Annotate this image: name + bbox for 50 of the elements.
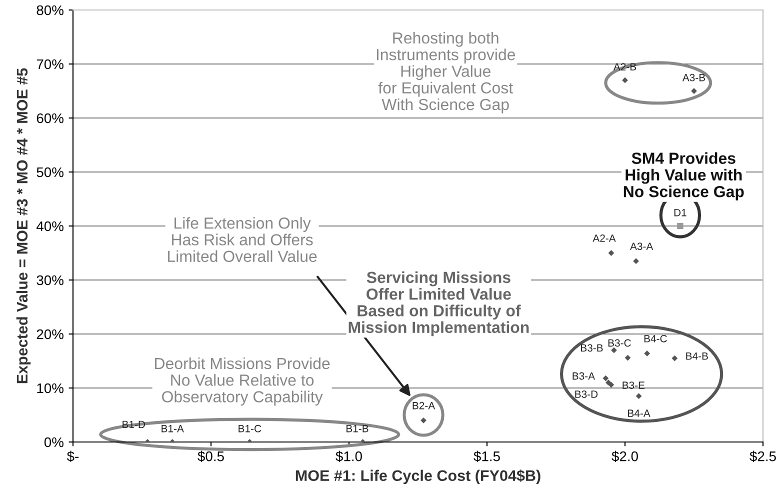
annotation: B3-C (608, 339, 631, 347)
annotation: B3-B (581, 344, 603, 352)
annotation: B1-B (346, 425, 368, 432)
y-tick-label: 0% (44, 437, 64, 448)
x-tick-label: $2.5 (750, 450, 776, 462)
annotation: A2-A (592, 234, 616, 242)
point (622, 77, 628, 84)
point (636, 393, 642, 400)
y-tick-label: 80% (36, 5, 64, 16)
annotation: B2-A (412, 402, 436, 410)
y-axis-title: Expected Value = MOE #3 * MO #4 * MOE #5 (16, 68, 31, 384)
x-tick-label: $2.0 (612, 450, 638, 462)
annotation: Life Extension Only Has Risk and Offers Limited Overall Value (168, 217, 317, 262)
annotation: B1-C (238, 424, 262, 432)
annotation: A3-A (630, 242, 654, 250)
x-tick-label: $1.0 (336, 450, 362, 462)
x-axis-title: MOE #1: Life Cycle Cost (FY04$B) (296, 470, 540, 484)
point (611, 347, 617, 354)
annotation: Deorbit Missions Provide No Value Relative to Observatory Capability (155, 357, 330, 406)
y-tick-label: 40% (36, 221, 64, 232)
y-tick-label: 20% (36, 329, 64, 340)
point (608, 250, 614, 256)
y-tick-label: 30% (36, 275, 64, 286)
annotation: A3-B (682, 74, 706, 82)
annotation: D1 (674, 209, 686, 216)
point (644, 350, 650, 356)
y-tick-label: 70% (36, 59, 64, 70)
y-tick-label: 10% (37, 383, 64, 394)
annotation: A2-B (613, 63, 636, 70)
annotation: SM4 Provides High Value with No Science Gap (624, 152, 744, 200)
annotation: B3-E (622, 382, 645, 389)
point (672, 355, 678, 362)
point (602, 375, 609, 382)
annotation: B3-D (575, 390, 598, 398)
y-tick-label: 60% (36, 113, 64, 124)
point (420, 417, 426, 424)
annotation: B4-C (644, 334, 667, 342)
y-tick-label: 50% (36, 167, 64, 178)
x-tick-label: $- (66, 450, 79, 462)
x-tick-label: $1.5 (474, 450, 500, 462)
annotation: B4-B (686, 352, 708, 360)
point (633, 258, 639, 264)
point (677, 222, 684, 230)
annotation: B1-A (162, 425, 184, 432)
annotation: B3-A (572, 372, 596, 380)
x-tick-label: $0.5 (198, 450, 224, 462)
annotation: Servicing Missions Offer Limited Value Based on Difficulty of Mission Implementation (348, 271, 529, 336)
annotation: Rehosting both Instruments provide Higher Value for Equivalent Cost With Science Gap (376, 32, 516, 114)
point (605, 380, 612, 386)
annotation: B4-A (628, 410, 650, 417)
